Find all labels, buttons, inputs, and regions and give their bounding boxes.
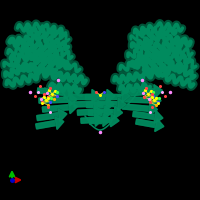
Polygon shape [98, 101, 118, 107]
Polygon shape [94, 105, 102, 118]
Polygon shape [74, 101, 94, 107]
Polygon shape [81, 117, 95, 123]
Polygon shape [77, 109, 95, 115]
Polygon shape [136, 119, 156, 128]
Polygon shape [55, 117, 64, 129]
Polygon shape [64, 86, 72, 99]
Polygon shape [37, 113, 59, 121]
Polygon shape [69, 101, 77, 114]
Polygon shape [64, 86, 72, 99]
Polygon shape [74, 101, 94, 107]
Polygon shape [97, 109, 115, 115]
Polygon shape [107, 90, 115, 102]
Polygon shape [42, 105, 70, 112]
Polygon shape [127, 89, 155, 96]
Polygon shape [154, 111, 163, 123]
Polygon shape [122, 104, 150, 111]
Polygon shape [69, 93, 77, 106]
Polygon shape [39, 97, 69, 103]
Polygon shape [122, 104, 150, 111]
Polygon shape [94, 97, 102, 110]
Polygon shape [77, 109, 95, 115]
Polygon shape [136, 119, 156, 128]
Polygon shape [107, 90, 115, 102]
Polygon shape [85, 94, 107, 98]
Polygon shape [127, 89, 155, 96]
Polygon shape [92, 90, 100, 102]
Polygon shape [37, 113, 59, 121]
Polygon shape [55, 117, 64, 129]
Polygon shape [106, 98, 114, 110]
Polygon shape [122, 90, 130, 102]
Polygon shape [86, 102, 106, 106]
Polygon shape [114, 106, 122, 119]
Polygon shape [89, 117, 103, 122]
Polygon shape [123, 97, 153, 103]
Polygon shape [69, 93, 77, 106]
Polygon shape [118, 98, 126, 111]
Polygon shape [122, 90, 130, 102]
Polygon shape [37, 88, 65, 95]
Polygon shape [81, 117, 95, 123]
Polygon shape [111, 114, 119, 127]
Polygon shape [133, 111, 155, 119]
Polygon shape [42, 105, 70, 112]
Polygon shape [88, 110, 104, 114]
Polygon shape [85, 94, 107, 98]
Polygon shape [104, 106, 112, 118]
Polygon shape [103, 114, 111, 127]
Polygon shape [154, 111, 163, 123]
Polygon shape [154, 85, 162, 98]
Polygon shape [36, 120, 56, 129]
Polygon shape [111, 114, 119, 127]
Polygon shape [149, 102, 157, 115]
Polygon shape [36, 120, 56, 129]
Polygon shape [86, 102, 106, 106]
Polygon shape [58, 109, 67, 121]
Polygon shape [98, 101, 118, 107]
Polygon shape [123, 97, 153, 103]
Polygon shape [106, 98, 114, 110]
Polygon shape [94, 105, 102, 118]
Polygon shape [103, 114, 111, 127]
Polygon shape [58, 109, 67, 121]
Polygon shape [97, 109, 115, 115]
Polygon shape [149, 102, 157, 115]
Polygon shape [95, 113, 103, 126]
Polygon shape [133, 111, 155, 119]
Polygon shape [70, 94, 92, 98]
Polygon shape [37, 88, 65, 95]
Polygon shape [153, 94, 161, 107]
Polygon shape [95, 113, 103, 126]
Polygon shape [100, 94, 122, 98]
Polygon shape [69, 101, 77, 114]
Polygon shape [114, 106, 122, 119]
Polygon shape [100, 94, 122, 98]
Polygon shape [154, 85, 162, 98]
Polygon shape [92, 90, 100, 102]
Polygon shape [97, 117, 111, 123]
Polygon shape [155, 119, 164, 131]
Polygon shape [39, 97, 69, 103]
Polygon shape [88, 110, 104, 114]
Polygon shape [89, 117, 103, 122]
Polygon shape [97, 117, 111, 123]
Polygon shape [70, 94, 92, 98]
Polygon shape [94, 97, 102, 110]
Polygon shape [153, 94, 161, 107]
Polygon shape [118, 98, 126, 111]
Polygon shape [104, 106, 112, 118]
Polygon shape [155, 119, 164, 131]
